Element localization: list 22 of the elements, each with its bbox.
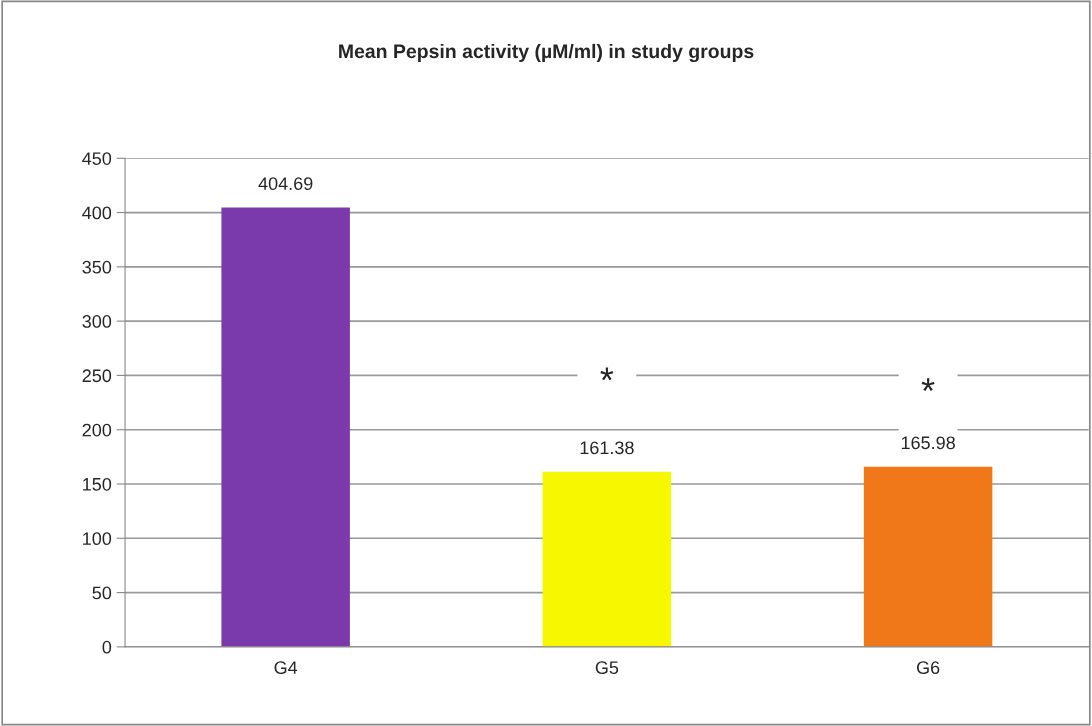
annotation: * <box>600 367 614 381</box>
bar <box>221 207 350 647</box>
y-tick-label: 0 <box>102 640 112 654</box>
bar <box>863 466 993 647</box>
y-tick-label: 400 <box>82 206 112 220</box>
data-label: 161.38 <box>580 441 634 455</box>
y-tick-label: 350 <box>82 260 112 274</box>
data-label: 165.98 <box>901 436 955 450</box>
y-tick-label: 100 <box>83 532 112 546</box>
y-tick-label: 450 <box>82 152 112 165</box>
y-tick-label: 250 <box>82 369 112 383</box>
x-tick-label: G6 <box>916 661 940 675</box>
y-tick-label: 200 <box>82 423 112 437</box>
y-tick-label: 150 <box>83 477 112 491</box>
data-label: 404.69 <box>258 177 313 191</box>
bar <box>542 471 672 647</box>
y-tick-label: 300 <box>82 315 112 328</box>
x-tick-label: G5 <box>595 661 619 675</box>
y-tick-label: 50 <box>92 586 112 600</box>
x-tick-label: G4 <box>274 661 298 675</box>
annotation: * <box>921 378 935 391</box>
chart-title: Mean Pepsin activity (µM/ml) in study groups <box>339 43 754 63</box>
